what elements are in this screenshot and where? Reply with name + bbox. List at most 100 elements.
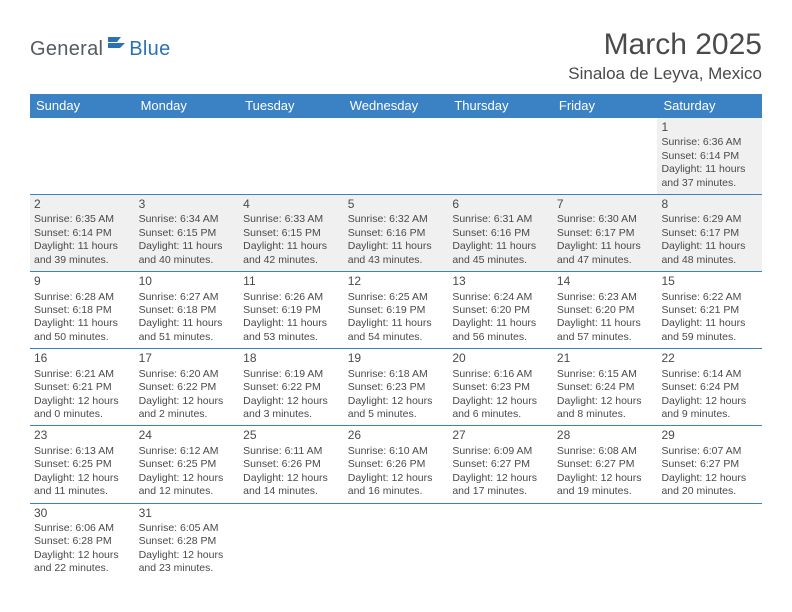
sunset-line: Sunset: 6:18 PM [139,304,236,317]
sunset-line: Sunset: 6:16 PM [348,227,445,240]
daylight-line: Daylight: 12 hours and 3 minutes. [243,395,340,422]
daylight-line: Daylight: 12 hours and 9 minutes. [661,395,758,422]
sunrise-line: Sunrise: 6:28 AM [34,291,131,304]
day-number: 12 [348,274,445,289]
day-number: 14 [557,274,654,289]
daylight-line: Daylight: 11 hours and 51 minutes. [139,317,236,344]
sunset-line: Sunset: 6:27 PM [661,458,758,471]
sunset-line: Sunset: 6:23 PM [452,381,549,394]
sunrise-line: Sunrise: 6:12 AM [139,445,236,458]
sunrise-line: Sunrise: 6:25 AM [348,291,445,304]
dow-cell: Wednesday [344,94,449,118]
sunrise-line: Sunrise: 6:30 AM [557,213,654,226]
day-cell: 29Sunrise: 6:07 AMSunset: 6:27 PMDayligh… [657,426,762,502]
sunset-line: Sunset: 6:21 PM [34,381,131,394]
sunrise-line: Sunrise: 6:35 AM [34,213,131,226]
day-cell [553,118,658,194]
daylight-line: Daylight: 11 hours and 56 minutes. [452,317,549,344]
sunrise-line: Sunrise: 6:18 AM [348,368,445,381]
day-cell [553,504,658,580]
daylight-line: Daylight: 11 hours and 57 minutes. [557,317,654,344]
title-block: March 2025 Sinaloa de Leyva, Mexico [568,28,762,84]
day-number: 18 [243,351,340,366]
sunset-line: Sunset: 6:24 PM [557,381,654,394]
day-number: 27 [452,428,549,443]
sunrise-line: Sunrise: 6:14 AM [661,368,758,381]
sunset-line: Sunset: 6:20 PM [452,304,549,317]
sunrise-line: Sunrise: 6:24 AM [452,291,549,304]
day-number: 19 [348,351,445,366]
sunrise-line: Sunrise: 6:13 AM [34,445,131,458]
day-cell: 28Sunrise: 6:08 AMSunset: 6:27 PMDayligh… [553,426,658,502]
daylight-line: Daylight: 11 hours and 54 minutes. [348,317,445,344]
day-number: 9 [34,274,131,289]
day-cell: 26Sunrise: 6:10 AMSunset: 6:26 PMDayligh… [344,426,449,502]
day-number: 15 [661,274,758,289]
sunrise-line: Sunrise: 6:31 AM [452,213,549,226]
daylight-line: Daylight: 11 hours and 42 minutes. [243,240,340,267]
sunset-line: Sunset: 6:22 PM [139,381,236,394]
sunrise-line: Sunrise: 6:11 AM [243,445,340,458]
day-cell: 24Sunrise: 6:12 AMSunset: 6:25 PMDayligh… [135,426,240,502]
day-number: 10 [139,274,236,289]
daylight-line: Daylight: 12 hours and 8 minutes. [557,395,654,422]
day-number: 8 [661,197,758,212]
daylight-line: Daylight: 12 hours and 23 minutes. [139,549,236,576]
daylight-line: Daylight: 12 hours and 0 minutes. [34,395,131,422]
daylight-line: Daylight: 12 hours and 20 minutes. [661,472,758,499]
calendar-grid: SundayMondayTuesdayWednesdayThursdayFrid… [30,94,762,580]
dow-cell: Sunday [30,94,135,118]
day-number: 29 [661,428,758,443]
day-cell: 15Sunrise: 6:22 AMSunset: 6:21 PMDayligh… [657,272,762,348]
dow-cell: Monday [135,94,240,118]
sunrise-line: Sunrise: 6:15 AM [557,368,654,381]
day-cell: 19Sunrise: 6:18 AMSunset: 6:23 PMDayligh… [344,349,449,425]
sunset-line: Sunset: 6:24 PM [661,381,758,394]
sunrise-line: Sunrise: 6:27 AM [139,291,236,304]
day-number: 17 [139,351,236,366]
daylight-line: Daylight: 11 hours and 45 minutes. [452,240,549,267]
day-cell: 1Sunrise: 6:36 AMSunset: 6:14 PMDaylight… [657,118,762,194]
sunrise-line: Sunrise: 6:09 AM [452,445,549,458]
daylight-line: Daylight: 11 hours and 43 minutes. [348,240,445,267]
day-cell: 18Sunrise: 6:19 AMSunset: 6:22 PMDayligh… [239,349,344,425]
day-number: 21 [557,351,654,366]
day-cell: 8Sunrise: 6:29 AMSunset: 6:17 PMDaylight… [657,195,762,271]
day-cell: 23Sunrise: 6:13 AMSunset: 6:25 PMDayligh… [30,426,135,502]
day-number: 28 [557,428,654,443]
sunrise-line: Sunrise: 6:32 AM [348,213,445,226]
day-of-week-header: SundayMondayTuesdayWednesdayThursdayFrid… [30,94,762,118]
sunset-line: Sunset: 6:19 PM [348,304,445,317]
dow-cell: Friday [553,94,658,118]
sunrise-line: Sunrise: 6:16 AM [452,368,549,381]
sunset-line: Sunset: 6:28 PM [34,535,131,548]
day-cell: 21 Sunrise: 6:15 AMSunset: 6:24 PMDayligh… [553,349,658,425]
day-cell [239,504,344,580]
day-number: 5 [348,197,445,212]
sunrise-line: Sunrise: 6:23 AM [557,291,654,304]
day-number: 26 [348,428,445,443]
day-cell: 4Sunrise: 6:33 AMSunset: 6:15 PMDaylight… [239,195,344,271]
day-number: 22 [661,351,758,366]
sunset-line: Sunset: 6:27 PM [452,458,549,471]
sunset-line: Sunset: 6:14 PM [661,150,758,163]
sunrise-line: Sunrise: 6:10 AM [348,445,445,458]
day-number: 20 [452,351,549,366]
sunset-line: Sunset: 6:26 PM [243,458,340,471]
sunrise-line: Sunrise: 6:29 AM [661,213,758,226]
daylight-line: Daylight: 12 hours and 17 minutes. [452,472,549,499]
daylight-line: Daylight: 12 hours and 16 minutes. [348,472,445,499]
day-number: 25 [243,428,340,443]
sunset-line: Sunset: 6:25 PM [34,458,131,471]
flag-icon [107,34,127,57]
sunset-line: Sunset: 6:17 PM [557,227,654,240]
sunset-line: Sunset: 6:28 PM [139,535,236,548]
day-number: 30 [34,506,131,521]
sunset-line: Sunset: 6:16 PM [452,227,549,240]
day-cell: 30Sunrise: 6:06 AMSunset: 6:28 PMDayligh… [30,504,135,580]
day-cell [657,504,762,580]
week-row: 16Sunrise: 6:21 AMSunset: 6:21 PMDayligh… [30,349,762,426]
day-cell: 10 Sunrise: 6:27 AMSunset: 6:18 PMDayligh… [135,272,240,348]
day-cell [239,118,344,194]
dow-cell: Tuesday [239,94,344,118]
